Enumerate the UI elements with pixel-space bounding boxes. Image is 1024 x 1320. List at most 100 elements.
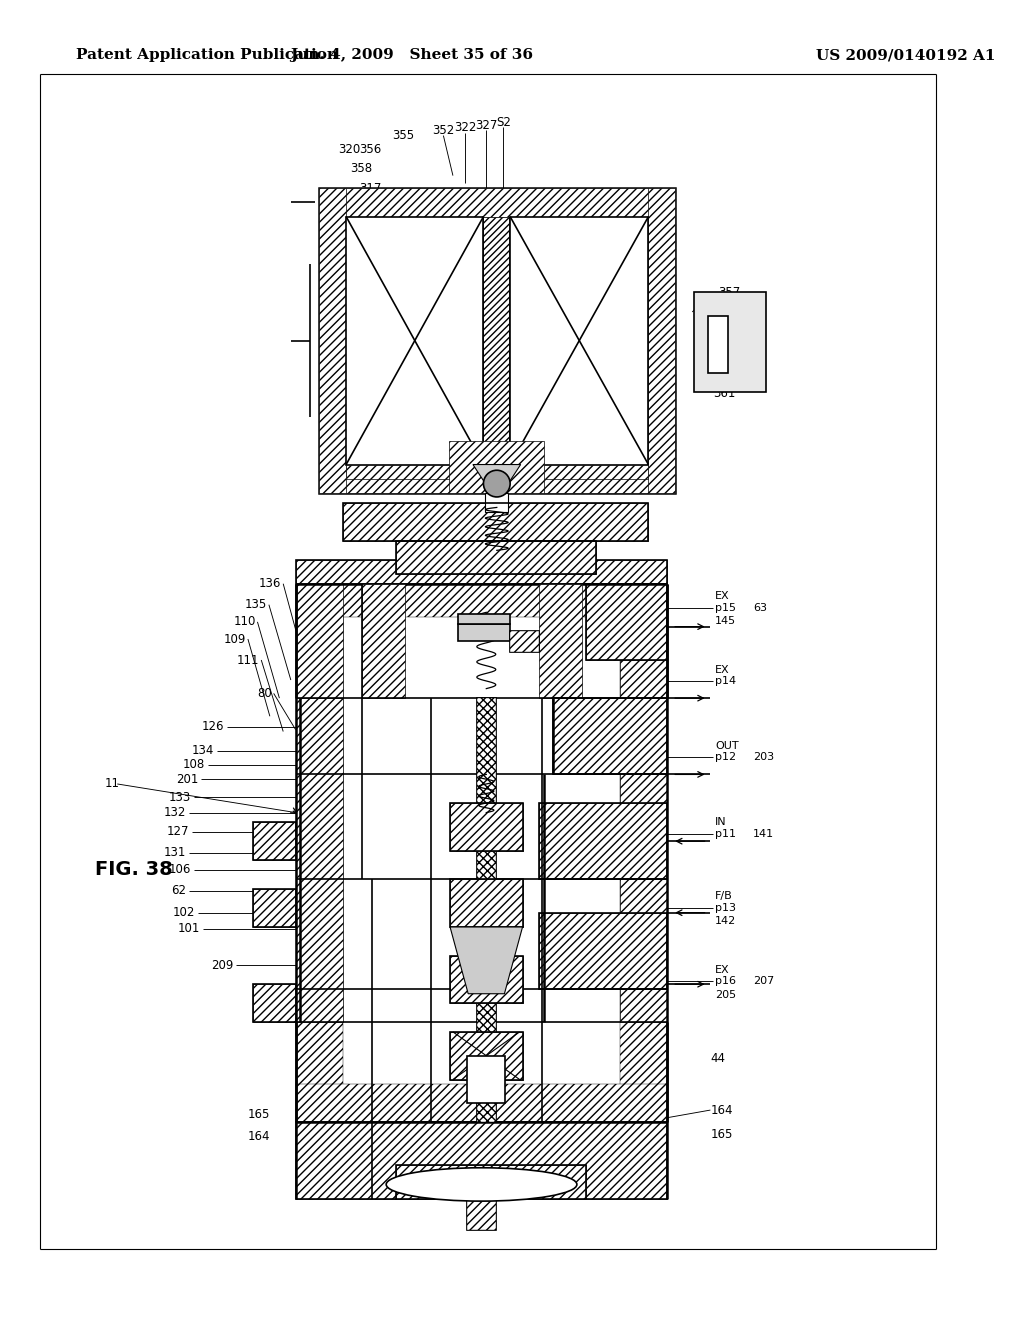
Text: 351: 351 bbox=[417, 264, 438, 277]
Text: p13: p13 bbox=[715, 903, 736, 913]
Text: 106: 106 bbox=[168, 863, 190, 876]
Text: 164: 164 bbox=[248, 1130, 270, 1143]
Bar bbox=[343, 503, 648, 541]
Bar bbox=[467, 1183, 496, 1230]
Bar bbox=[450, 441, 545, 494]
Bar bbox=[485, 494, 508, 512]
Text: 201: 201 bbox=[176, 772, 199, 785]
Text: Patent Application Publication: Patent Application Publication bbox=[76, 49, 338, 62]
Bar bbox=[451, 1032, 522, 1080]
Text: S2: S2 bbox=[496, 116, 511, 129]
Bar bbox=[253, 985, 296, 1023]
Bar bbox=[539, 912, 668, 989]
Bar bbox=[477, 698, 496, 1122]
Bar bbox=[694, 292, 766, 392]
Bar bbox=[477, 698, 496, 1122]
Bar bbox=[319, 187, 675, 216]
Bar bbox=[451, 879, 522, 927]
Text: 320: 320 bbox=[338, 144, 360, 156]
Bar bbox=[343, 503, 648, 541]
Bar bbox=[296, 1084, 668, 1122]
Text: S: S bbox=[456, 271, 463, 284]
Text: 132: 132 bbox=[164, 807, 186, 820]
Bar bbox=[451, 956, 522, 1003]
Bar bbox=[395, 541, 596, 574]
Ellipse shape bbox=[386, 1168, 577, 1201]
Text: 317: 317 bbox=[359, 182, 381, 194]
Bar bbox=[395, 1166, 587, 1199]
Bar bbox=[296, 560, 668, 583]
Text: 209: 209 bbox=[211, 958, 233, 972]
Bar bbox=[467, 1056, 506, 1104]
Bar bbox=[253, 888, 296, 927]
Text: 354: 354 bbox=[410, 301, 432, 314]
Bar bbox=[362, 583, 406, 698]
Bar bbox=[587, 583, 668, 660]
Text: 127: 127 bbox=[166, 825, 188, 838]
Bar bbox=[451, 803, 522, 850]
Bar bbox=[483, 216, 510, 465]
Bar bbox=[296, 560, 668, 583]
Bar bbox=[253, 822, 296, 861]
Bar bbox=[451, 1032, 522, 1080]
Text: 322: 322 bbox=[454, 121, 476, 135]
Bar bbox=[346, 216, 483, 465]
Bar bbox=[253, 822, 296, 861]
Text: 109: 109 bbox=[223, 632, 246, 645]
Bar bbox=[648, 187, 675, 494]
Bar bbox=[296, 583, 343, 698]
Bar bbox=[296, 583, 343, 1122]
Text: 372: 372 bbox=[362, 329, 385, 342]
Bar bbox=[539, 583, 582, 698]
Bar bbox=[346, 465, 483, 479]
Text: US 2009/0140192 A1: US 2009/0140192 A1 bbox=[816, 49, 995, 62]
Bar bbox=[296, 1122, 668, 1199]
Bar bbox=[510, 631, 539, 652]
Text: 316: 316 bbox=[374, 189, 395, 201]
Bar bbox=[319, 465, 675, 494]
Bar bbox=[620, 583, 668, 698]
Text: 126: 126 bbox=[202, 721, 224, 733]
Text: 111: 111 bbox=[237, 653, 259, 667]
Circle shape bbox=[483, 470, 510, 496]
Bar bbox=[587, 583, 668, 660]
Polygon shape bbox=[451, 927, 522, 994]
Text: EX: EX bbox=[715, 591, 730, 601]
Text: p14: p14 bbox=[715, 676, 736, 686]
Text: 145: 145 bbox=[715, 616, 736, 626]
Text: 80: 80 bbox=[336, 325, 351, 338]
Text: 205: 205 bbox=[715, 990, 736, 999]
Text: 108: 108 bbox=[182, 759, 205, 771]
Bar bbox=[467, 1183, 496, 1230]
Text: 203: 203 bbox=[754, 752, 774, 762]
Bar bbox=[395, 541, 596, 574]
Bar bbox=[510, 465, 648, 479]
Text: 142: 142 bbox=[715, 916, 736, 927]
Text: 352: 352 bbox=[432, 124, 455, 137]
Text: 62: 62 bbox=[171, 884, 186, 898]
Text: 80: 80 bbox=[257, 686, 271, 700]
Bar bbox=[451, 879, 522, 927]
Bar bbox=[620, 698, 668, 1023]
Bar bbox=[296, 698, 343, 1023]
Bar bbox=[620, 583, 668, 1122]
Text: 164: 164 bbox=[711, 1104, 733, 1117]
Bar bbox=[253, 888, 296, 927]
Bar bbox=[395, 1166, 587, 1199]
Bar bbox=[553, 698, 668, 775]
Text: 361: 361 bbox=[714, 387, 735, 400]
Bar bbox=[539, 803, 668, 879]
Bar bbox=[485, 494, 508, 512]
Text: IN: IN bbox=[715, 817, 727, 828]
Text: 133: 133 bbox=[169, 791, 190, 804]
Text: p12: p12 bbox=[715, 752, 736, 762]
Bar bbox=[553, 698, 668, 775]
Text: 330: 330 bbox=[328, 292, 350, 304]
Text: 207: 207 bbox=[754, 977, 774, 986]
Text: 136: 136 bbox=[259, 577, 282, 590]
Text: 135: 135 bbox=[245, 598, 267, 611]
Text: 357: 357 bbox=[718, 286, 740, 300]
Text: 359: 359 bbox=[331, 239, 353, 252]
Bar bbox=[539, 912, 668, 989]
Text: 131: 131 bbox=[164, 846, 186, 859]
